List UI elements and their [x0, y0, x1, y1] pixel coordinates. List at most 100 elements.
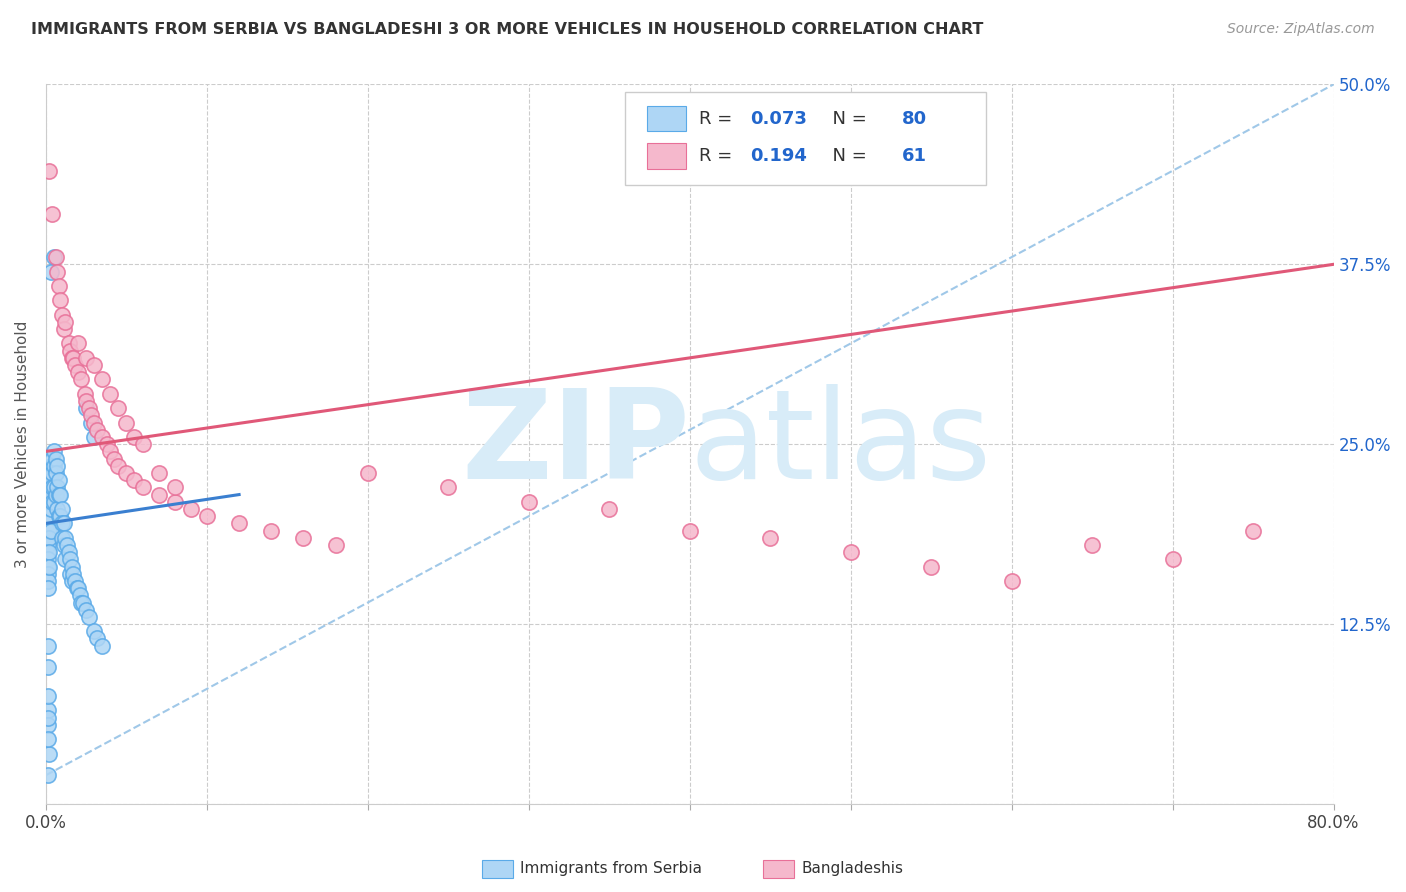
Point	[80, 409, 103, 423]
Point	[39, 458, 62, 473]
Point	[107, 401, 129, 416]
Point	[48, 487, 70, 501]
Point	[131, 480, 153, 494]
Point	[115, 416, 138, 430]
Point	[51, 502, 73, 516]
Point	[53, 552, 76, 566]
Point	[60, 574, 83, 588]
Point	[49, 487, 72, 501]
Point	[437, 480, 460, 494]
Text: 80: 80	[903, 110, 928, 128]
Point	[37, 574, 59, 588]
Point	[67, 336, 90, 351]
Text: IMMIGRANTS FROM SERBIA VS BANGLADESHI 3 OR MORE VEHICLES IN HOUSEHOLD CORRELATIO: IMMIGRANTS FROM SERBIA VS BANGLADESHI 3 …	[31, 22, 983, 37]
Point	[62, 566, 84, 581]
Point	[163, 480, 186, 494]
Point	[37, 732, 59, 747]
Point	[38, 545, 60, 559]
Point	[679, 524, 702, 538]
Y-axis label: 3 or more Vehicles in Household: 3 or more Vehicles in Household	[15, 320, 30, 568]
Point	[59, 566, 82, 581]
Point	[38, 531, 60, 545]
Point	[292, 531, 315, 545]
Point	[131, 437, 153, 451]
Point	[517, 495, 540, 509]
Point	[51, 516, 73, 531]
Point	[42, 480, 65, 494]
Point	[48, 279, 70, 293]
Point	[38, 559, 60, 574]
Point	[86, 632, 108, 646]
Text: 0.073: 0.073	[751, 110, 807, 128]
Point	[45, 451, 67, 466]
Point	[49, 293, 72, 308]
Point	[37, 545, 59, 559]
Point	[39, 473, 62, 487]
Point	[42, 495, 65, 509]
Point	[52, 322, 75, 336]
Point	[37, 718, 59, 732]
Point	[45, 250, 67, 264]
Point	[124, 473, 146, 487]
Point	[163, 495, 186, 509]
Point	[39, 264, 62, 278]
Point	[59, 343, 82, 358]
FancyBboxPatch shape	[647, 106, 686, 131]
Point	[920, 559, 942, 574]
Point	[37, 516, 59, 531]
Point	[38, 524, 60, 538]
Point	[325, 538, 347, 552]
Point	[195, 509, 218, 524]
Point	[39, 502, 62, 516]
Point	[60, 559, 83, 574]
Point	[39, 524, 62, 538]
Point	[86, 423, 108, 437]
Point	[260, 524, 283, 538]
Point	[56, 538, 79, 552]
Point	[51, 308, 73, 322]
Point	[1241, 524, 1264, 538]
Point	[38, 509, 60, 524]
Text: 61: 61	[903, 147, 927, 165]
Point	[759, 531, 782, 545]
FancyBboxPatch shape	[647, 144, 686, 169]
Point	[91, 430, 114, 444]
Point	[41, 495, 63, 509]
Text: Bangladeshis: Bangladeshis	[801, 862, 904, 876]
Point	[839, 545, 862, 559]
Point	[60, 351, 83, 365]
Point	[107, 458, 129, 473]
Point	[37, 538, 59, 552]
Point	[37, 703, 59, 717]
Point	[48, 473, 70, 487]
Point	[63, 574, 86, 588]
Point	[598, 502, 620, 516]
Point	[63, 358, 86, 372]
Point	[53, 531, 76, 545]
Point	[37, 531, 59, 545]
Text: atlas: atlas	[690, 384, 991, 505]
Point	[180, 502, 202, 516]
Point	[124, 430, 146, 444]
Point	[73, 387, 96, 401]
Point	[83, 416, 105, 430]
Point	[42, 458, 65, 473]
Point	[83, 624, 105, 639]
Point	[37, 711, 59, 725]
Point	[37, 689, 59, 703]
Point	[38, 747, 60, 761]
Point	[70, 372, 93, 386]
Point	[51, 531, 73, 545]
Point	[148, 466, 170, 480]
Point	[91, 372, 114, 386]
Point	[96, 437, 118, 451]
Point	[52, 516, 75, 531]
Point	[65, 581, 87, 595]
Point	[45, 466, 67, 480]
Point	[37, 581, 59, 595]
Point	[75, 394, 97, 409]
Point	[75, 603, 97, 617]
Point	[70, 595, 93, 609]
Text: N =: N =	[821, 110, 868, 128]
Point	[58, 336, 80, 351]
